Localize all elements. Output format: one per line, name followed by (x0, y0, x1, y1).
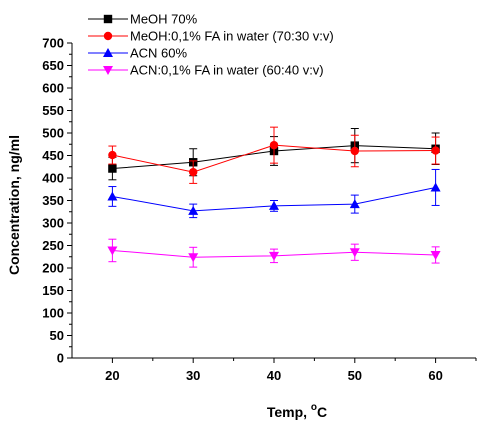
legend-entry-2: MeOH:0,1% FA in water (70:30 v:v) (88, 29, 334, 44)
y-tick-label: 250 (42, 238, 64, 253)
data-point (108, 164, 117, 173)
y-tick-label: 200 (42, 261, 64, 276)
x-tick-label: 20 (105, 368, 119, 383)
legend-label: ACN 60% (130, 46, 188, 61)
y-tick-label: 350 (42, 193, 64, 208)
y-tick-label: 600 (42, 81, 64, 96)
data-point (108, 150, 117, 160)
x-tick-label: 30 (186, 368, 200, 383)
series-4 (107, 238, 441, 268)
data-point (269, 251, 279, 261)
legend-marker (103, 48, 113, 57)
legend-label: ACN:0,1% FA in water (60:40 v:v) (130, 63, 324, 78)
y-axis-title: Concentration, ng/ml (6, 135, 22, 275)
data-point (188, 205, 199, 215)
data-point (431, 146, 440, 155)
legend-marker (103, 14, 113, 24)
y-tick-label: 300 (42, 216, 64, 231)
y-tick-label: 500 (42, 126, 64, 141)
y-tick-label: 550 (42, 103, 64, 118)
legend-marker (103, 66, 113, 75)
x-tick-label: 50 (348, 368, 362, 383)
series-3 (107, 168, 441, 219)
data-point (188, 253, 199, 263)
series-group (107, 126, 441, 268)
legend-label: MeOH:0,1% FA in water (70:30 v:v) (130, 29, 334, 44)
data-point (107, 246, 118, 256)
legend-entry-3: ACN 60% (88, 46, 188, 61)
x-tick-label: 40 (267, 368, 281, 383)
data-point (349, 199, 360, 209)
y-tick-label: 450 (42, 148, 64, 163)
x-tick-label: 60 (428, 368, 442, 383)
ticks: 0 50 100 150 200 250 300 350 400 450 500 550 600 650 7… (42, 36, 477, 383)
data-point (430, 250, 441, 260)
x-axis-title-unit: C (317, 404, 327, 420)
data-point (189, 167, 198, 177)
legend-entry-4: ACN:0,1% FA in water (60:40 v:v) (88, 63, 324, 78)
x-axis-title: Temp, oC (267, 402, 327, 420)
legend-marker (103, 31, 113, 41)
x-axis-title-sup: o (311, 402, 317, 413)
data-point (430, 182, 441, 192)
legend: MeOH 70% MeOH:0,1% FA in water (70:30 v:v… (88, 12, 334, 78)
y-tick-label: 150 (42, 283, 64, 298)
y-tick-label: 700 (42, 36, 64, 51)
y-tick-label: 650 (42, 58, 64, 73)
legend-entry-1: MeOH 70% (88, 12, 198, 27)
data-point (269, 200, 279, 210)
y-tick-label: 400 (42, 171, 64, 186)
data-point (350, 146, 359, 156)
x-axis-title-text: Temp, (267, 404, 311, 420)
y-tick-label: 100 (42, 306, 64, 321)
data-point (107, 191, 118, 201)
data-point (269, 140, 279, 150)
series-2 (108, 126, 440, 184)
legend-label: MeOH 70% (130, 12, 198, 27)
y-tick-label: 50 (50, 328, 64, 343)
data-point (349, 248, 360, 258)
y-tick-label: 0 (57, 351, 64, 366)
